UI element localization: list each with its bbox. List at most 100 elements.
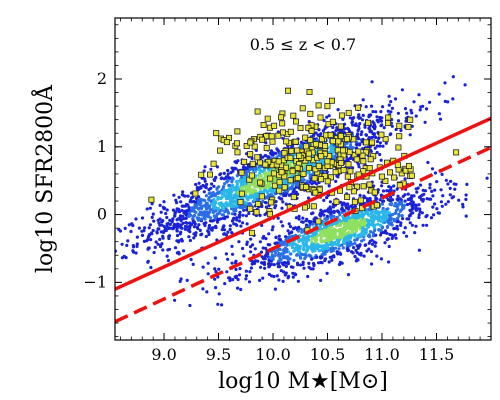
scatter-point — [271, 257, 275, 261]
scatter-point — [356, 246, 360, 250]
highlight-point — [369, 139, 376, 146]
scatter-point — [165, 208, 169, 212]
scatter-point — [276, 253, 280, 257]
scatter-point — [424, 215, 428, 219]
scatter-point — [337, 243, 341, 247]
highlight-point — [238, 190, 245, 197]
scatter-point — [347, 226, 351, 230]
scatter-point — [205, 182, 209, 187]
scatter-point — [381, 206, 385, 210]
highlight-point — [311, 175, 318, 182]
scatter-point — [311, 222, 315, 226]
scatter-point — [375, 150, 379, 155]
scatter-point — [228, 224, 232, 228]
scatter-point — [228, 201, 232, 205]
scatter-point — [345, 222, 349, 226]
scatter-point — [306, 237, 310, 241]
scatter-point — [382, 209, 386, 213]
scatter-point — [239, 186, 243, 191]
scatter-point — [396, 204, 400, 208]
scatter-point — [120, 256, 124, 260]
scatter-point — [273, 287, 277, 291]
scatter-point — [323, 228, 327, 232]
scatter-point — [158, 203, 162, 207]
scatter-point — [307, 234, 311, 238]
scatter-point — [208, 191, 212, 195]
highlight-point — [315, 102, 322, 109]
scatter-point — [336, 238, 340, 242]
scatter-point — [172, 226, 176, 230]
scatter-point — [326, 217, 330, 221]
scatter-point — [260, 261, 264, 265]
scatter-point — [336, 240, 341, 245]
scatter-point — [431, 194, 435, 198]
highlight-point — [351, 198, 358, 205]
scatter-point — [290, 245, 294, 250]
scatter-point — [338, 223, 343, 227]
scatter-point — [464, 193, 468, 197]
scatter-point — [315, 255, 319, 259]
scatter-point — [199, 233, 203, 237]
scatter-point — [359, 220, 363, 224]
scatter-point — [217, 211, 221, 215]
scatter-point — [269, 149, 273, 153]
scatter-point — [319, 236, 323, 241]
scatter-point — [402, 203, 406, 207]
scatter-point — [151, 228, 155, 233]
scatter-point — [228, 276, 232, 280]
scatter-point — [323, 217, 327, 221]
scatter-point — [289, 252, 293, 256]
scatter-point — [150, 202, 154, 206]
scatter-point — [399, 223, 403, 227]
scatter-point — [234, 180, 239, 184]
scatter-point — [360, 239, 364, 243]
scatter-point — [448, 186, 452, 190]
scatter-point — [283, 246, 287, 250]
scatter-point — [341, 246, 345, 250]
scatter-point — [350, 120, 354, 124]
highlight-point — [327, 131, 334, 138]
scatter-point — [323, 249, 328, 254]
scatter-point — [234, 209, 238, 213]
highlight-point — [378, 131, 385, 138]
scatter-point — [239, 224, 243, 228]
scatter-point — [160, 220, 164, 224]
highlight-point — [332, 169, 339, 176]
scatter-point — [287, 222, 291, 226]
scatter-point — [398, 200, 402, 204]
scatter-point — [230, 212, 234, 216]
highlight-point — [367, 156, 374, 163]
scatter-point — [369, 230, 373, 234]
scatter-point — [337, 262, 342, 267]
scatter-point — [210, 228, 214, 232]
scatter-point — [194, 231, 198, 235]
scatter-point — [207, 226, 211, 230]
highlight-point — [346, 148, 353, 155]
scatter-point — [337, 210, 341, 214]
scatter-point — [292, 153, 296, 157]
scatter-point — [212, 184, 216, 188]
scatter-point — [312, 263, 316, 268]
scatter-point — [261, 155, 265, 159]
scatter-point — [111, 274, 114, 277]
highlight-point — [407, 116, 414, 123]
scatter-point — [371, 110, 375, 114]
scatter-point — [230, 261, 234, 265]
highlight-point — [355, 104, 362, 111]
scatter-point — [160, 242, 164, 246]
scatter-point — [357, 124, 361, 128]
scatter-point — [106, 254, 109, 257]
highlight-point — [302, 183, 309, 190]
scatter-point — [328, 200, 332, 204]
highlight-point — [307, 110, 314, 117]
scatter-point — [325, 170, 329, 174]
scatter-point — [231, 278, 235, 282]
scatter-point — [258, 167, 262, 171]
scatter-point — [171, 217, 175, 221]
highlight-point — [306, 89, 313, 96]
scatter-point — [464, 214, 468, 218]
line-layer — [115, 116, 491, 324]
scatter-point — [343, 127, 347, 131]
scatter-point — [423, 120, 427, 124]
scatter-point — [283, 273, 287, 277]
